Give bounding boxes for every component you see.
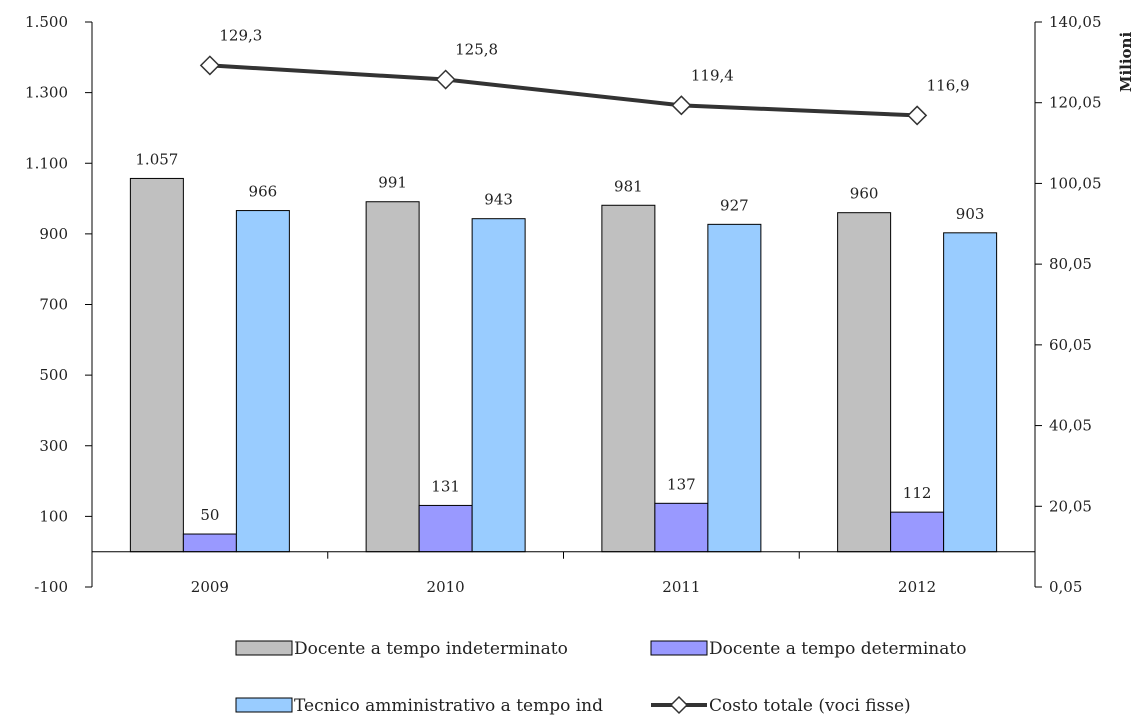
point-costo-totale-voci-fisse-2010 (435, 69, 456, 90)
bar-tecnico-amministrativo-a-tempo-ind-2010 (471, 218, 526, 553)
left-axis-tick-label: 100 (39, 507, 68, 525)
line-layer: 129,3 125,8 119,4 116,9 (199, 26, 970, 126)
bars-layer: 1.057 991 981 960 50 131 137 112 966 943 927 903 (129, 150, 998, 553)
bar-label-tecnico-amministrativo-a-tempo-ind-2012: 903 (956, 205, 985, 223)
right-axis-tick-label: 120,05 (1049, 94, 1102, 112)
legend-label-tecnico-amministrativo-a-tempo-ind: Tecnico amministrativo a tempo ind (294, 696, 603, 715)
bar-label-docente-a-tempo-indeterminato-2011: 981 (614, 177, 643, 195)
right-axis-tick-label: 20,05 (1049, 497, 1092, 515)
bar-docente-a-tempo-determinato-2012 (890, 511, 945, 553)
left-axis-tick-label: 1.500 (25, 13, 68, 31)
x-axis-tick-label-2009: 2009 (191, 578, 229, 596)
legend-label-docente-a-tempo-indeterminato: Docente a tempo indeterminato (294, 639, 568, 659)
bar-label-tecnico-amministrativo-a-tempo-ind-2010: 943 (484, 191, 513, 209)
bar-tecnico-amministrativo-a-tempo-ind-2011 (707, 223, 762, 553)
right-axis-tick-label: 80,05 (1049, 255, 1092, 273)
right-axis-tick-label: 140,05 (1049, 13, 1102, 31)
left-axis-tick-label: 1.300 (25, 84, 68, 102)
right-axis-tick-label: 100,05 (1049, 174, 1102, 192)
bar-label-docente-a-tempo-indeterminato-2009: 1.057 (135, 150, 178, 168)
x-axis-tick-label-2010: 2010 (427, 578, 465, 596)
legend-label-docente-a-tempo-determinato: Docente a tempo determinato (709, 639, 966, 659)
bar-label-docente-a-tempo-determinato-2011: 137 (667, 475, 696, 493)
bar-label-docente-a-tempo-determinato-2010: 131 (431, 477, 460, 495)
legend-swatch-tecnico-amministrativo-a-tempo-ind (235, 697, 293, 713)
bar-label-docente-a-tempo-determinato-2009: 50 (200, 506, 219, 524)
bar-docente-a-tempo-indeterminato-2010 (365, 201, 420, 553)
legend-swatch-docente-a-tempo-indeterminato (235, 640, 293, 656)
left-axis-tick-label: 700 (39, 296, 68, 314)
bar-label-docente-a-tempo-determinato-2012: 112 (903, 484, 932, 502)
left-axis-tick-label: 500 (39, 366, 68, 384)
left-axis-tick-label: 1.100 (25, 154, 68, 172)
right-axis-tick-label: 60,05 (1049, 336, 1092, 354)
left-axis-tick-label: 900 (39, 225, 68, 243)
legend-marker-costo-totale-voci-fisse (669, 695, 689, 715)
bar-docente-a-tempo-determinato-2009 (182, 533, 237, 553)
bar-label-docente-a-tempo-indeterminato-2012: 960 (850, 185, 879, 203)
bar-docente-a-tempo-determinato-2010 (418, 504, 473, 553)
bar-tecnico-amministrativo-a-tempo-ind-2009 (235, 210, 290, 553)
point-label-costo-totale-voci-fisse-2009: 129,3 (219, 26, 262, 44)
legend-label-costo-totale-voci-fisse: Costo totale (voci fisse) (709, 696, 911, 715)
axes-layer: -100 100 300 500 700 900 1.100 1.300 1.500 0,05 20… (25, 13, 1101, 596)
x-axis-tick-label-2012: 2012 (898, 578, 936, 596)
legend: Docente a tempo indeterminato Docente a t… (235, 639, 966, 715)
bar-docente-a-tempo-indeterminato-2009 (129, 177, 184, 553)
bar-label-tecnico-amministrativo-a-tempo-ind-2009: 966 (249, 183, 278, 201)
bar-docente-a-tempo-determinato-2011 (654, 502, 709, 553)
bar-docente-a-tempo-indeterminato-2011 (601, 204, 656, 553)
point-costo-totale-voci-fisse-2011 (671, 95, 692, 116)
right-axis-title: Milioni (1117, 32, 1135, 93)
left-axis-tick-label: -100 (34, 578, 68, 596)
right-axis-tick-label: 40,05 (1049, 417, 1092, 435)
bar-label-tecnico-amministrativo-a-tempo-ind-2011: 927 (720, 196, 749, 214)
right-axis-tick-label: 0,05 (1049, 578, 1082, 596)
line-costo-totale-voci-fisse (209, 63, 918, 118)
legend-swatch-docente-a-tempo-determinato (650, 640, 708, 656)
bar-docente-a-tempo-indeterminato-2012 (837, 212, 892, 553)
left-axis-tick-label: 300 (39, 437, 68, 455)
bar-tecnico-amministrativo-a-tempo-ind-2012 (943, 232, 998, 553)
point-label-costo-totale-voci-fisse-2011: 119,4 (691, 66, 734, 84)
point-costo-totale-voci-fisse-2012 (907, 105, 928, 126)
point-costo-totale-voci-fisse-2009 (199, 55, 220, 76)
bar-label-docente-a-tempo-indeterminato-2010: 991 (378, 174, 407, 192)
x-axis-tick-label-2011: 2011 (662, 578, 700, 596)
point-label-costo-totale-voci-fisse-2010: 125,8 (455, 41, 498, 59)
point-label-costo-totale-voci-fisse-2012: 116,9 (927, 76, 970, 94)
